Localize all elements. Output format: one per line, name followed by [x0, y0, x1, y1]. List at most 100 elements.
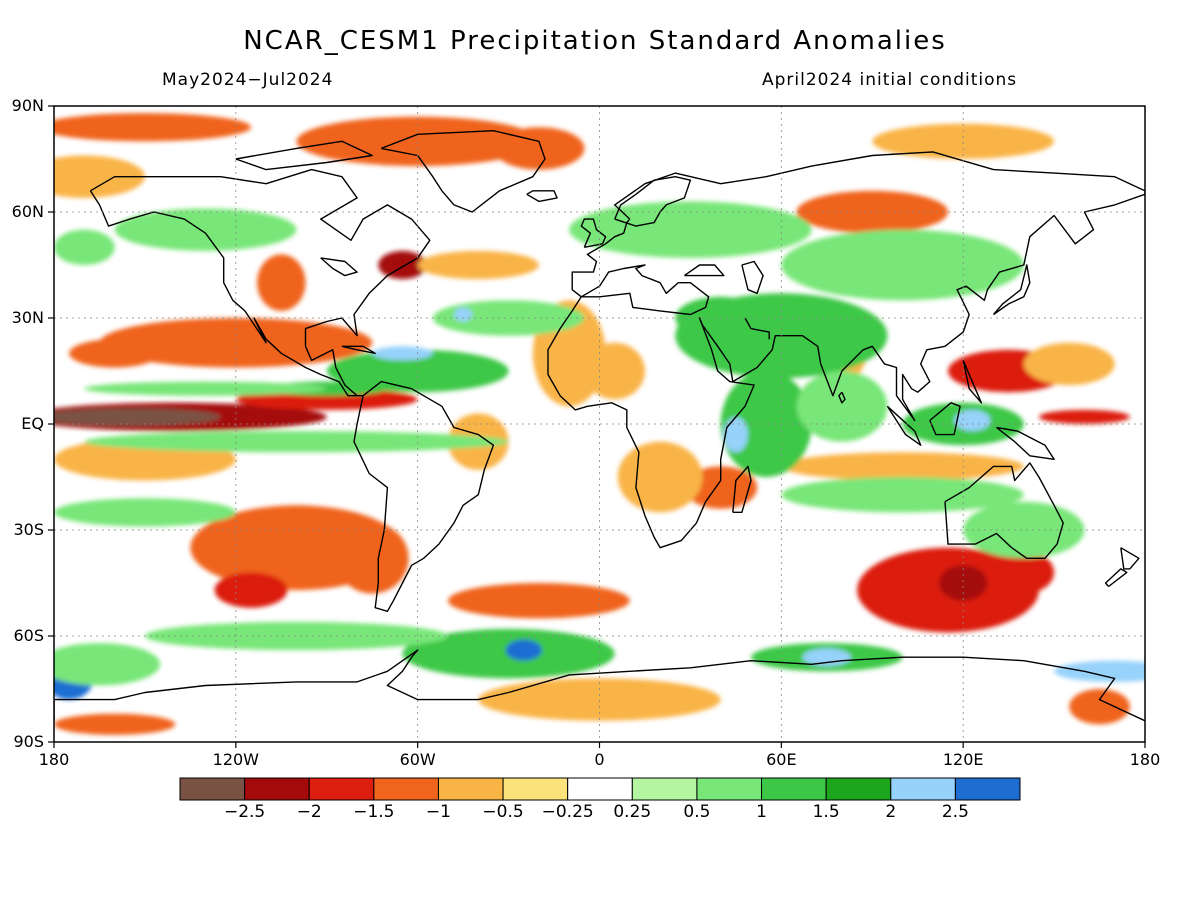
- anomaly-region-29: [478, 678, 721, 721]
- anomaly-region-27: [54, 713, 176, 735]
- anomaly-region-19: [335, 522, 409, 594]
- lat-label-3: EQ: [21, 414, 44, 433]
- colorbar-bin-9: [761, 777, 827, 801]
- axis-ticks: [48, 105, 1146, 748]
- lon-label-2: 60W: [399, 750, 436, 769]
- anomaly-region-30: [872, 123, 1055, 159]
- colorbar-bin-4: [437, 777, 504, 801]
- anomaly-region-58: [54, 498, 236, 527]
- anomaly-region-28: [1069, 689, 1130, 725]
- coastline-south-america: [353, 380, 495, 612]
- colorbar-bin-5: [502, 777, 569, 801]
- anomaly-region-9: [257, 254, 306, 311]
- coastline-eurasia-africa: [547, 151, 1145, 549]
- anomaly-region-4: [54, 113, 251, 142]
- coastline-new-zealand-s: [1104, 568, 1128, 588]
- colorbar-label-1: −2: [296, 802, 322, 822]
- anomaly-region-39: [720, 371, 812, 477]
- colorbar-bin-3: [373, 777, 439, 801]
- colorbar-label-9: 1.5: [812, 802, 840, 822]
- anomaly-region-14: [584, 342, 645, 400]
- colorbar-label-2: −1.5: [353, 802, 395, 822]
- coastline-new-zealand: [1120, 547, 1140, 570]
- colorbar-label-11: 2.5: [941, 802, 969, 822]
- coastline-north-america: [89, 168, 431, 397]
- colorbar-bin-10: [825, 777, 892, 801]
- colorbar-label-3: −1: [425, 802, 451, 822]
- coastline-sumatra: [886, 405, 922, 446]
- coastline-japan: [992, 264, 1031, 316]
- lon-label-4: 60E: [766, 750, 797, 769]
- anomaly-region-12: [1023, 342, 1115, 386]
- anomaly-region-35: [114, 208, 297, 251]
- coastline-antarctica: [54, 649, 1145, 722]
- anomaly-region-44: [84, 431, 509, 453]
- colorbar-label-6: 0.25: [613, 802, 652, 822]
- anomaly-region-32: [417, 250, 539, 280]
- colorbar-label-4: −0.5: [482, 802, 524, 822]
- anomaly-region-46: [372, 346, 433, 361]
- coastline-caspian: [741, 260, 764, 294]
- coastline-cuba: [341, 345, 376, 354]
- lon-label-5: 120E: [942, 750, 984, 769]
- coastline-arctic-islands: [235, 140, 373, 171]
- anomaly-region-3: [296, 116, 539, 167]
- anomaly-region-23: [993, 551, 1055, 594]
- anomaly-region-49: [454, 307, 473, 322]
- coastline-australia: [944, 462, 1064, 559]
- chart-subtitle-init: April2024 initial conditions: [762, 70, 1018, 90]
- anomaly-region-55: [1054, 660, 1145, 682]
- anomaly-region-10: [796, 190, 949, 234]
- coastline-philippines: [962, 360, 983, 404]
- coastline-scandinavia: [614, 175, 692, 227]
- anomaly-region-33: [1038, 409, 1130, 424]
- anomaly-region-51: [505, 639, 542, 661]
- anomaly-region-24: [447, 583, 630, 619]
- colorbar: [179, 777, 1021, 801]
- lon-label-0: 180: [38, 750, 70, 769]
- anomaly-region-60: [963, 501, 1085, 559]
- anomaly-region-41: [796, 371, 888, 442]
- lat-label-4: 30S: [13, 520, 44, 539]
- coastline-africa-madagascar: [732, 465, 752, 513]
- anomaly-region-8: [378, 250, 427, 280]
- lat-label-5: 60S: [13, 626, 44, 645]
- coastline-greenland: [381, 129, 546, 213]
- lon-label-6: 180: [1129, 750, 1161, 769]
- colorbar-bin-1: [244, 777, 310, 801]
- colorbar-label-7: 0.5: [683, 802, 711, 822]
- colorbar-label-8: 1: [756, 802, 767, 822]
- anomaly-region-57: [781, 477, 1024, 513]
- anomaly-region-6: [99, 318, 373, 368]
- anomaly-region-63: [84, 381, 327, 396]
- anomaly-region-20: [214, 572, 288, 608]
- anomaly-region-56: [54, 643, 161, 686]
- colorbar-bin-7: [631, 777, 698, 801]
- anomaly-region-48: [432, 300, 585, 336]
- coastline-new-guinea: [996, 426, 1055, 460]
- anomaly-region-16: [617, 441, 703, 513]
- coastline-great-lakes: [320, 257, 358, 277]
- anomaly-region-61: [781, 229, 1024, 301]
- anomaly-region-53: [802, 648, 852, 667]
- coastline-sri-lanka: [838, 391, 846, 404]
- colorbar-bin-12: [954, 777, 1021, 801]
- anomaly-region-34: [54, 229, 115, 265]
- colorbar-bin-8: [696, 777, 763, 801]
- coastline-arabia-gulf: [744, 317, 770, 340]
- colorbar-bin-2: [308, 777, 375, 801]
- colorbar-label-0: −2.5: [223, 802, 266, 822]
- colorbar-bin-6: [567, 777, 633, 801]
- lon-label-1: 120W: [212, 750, 259, 769]
- colorbar-label-5: −0.25: [541, 802, 594, 822]
- anomaly-fields: [54, 113, 1145, 735]
- lon-label-3: 0: [594, 750, 605, 769]
- lat-label-1: 60N: [11, 202, 44, 221]
- colorbar-label-10: 2: [885, 802, 897, 822]
- coastline-borneo: [929, 402, 961, 436]
- anomaly-region-1: [54, 408, 221, 426]
- colorbar-bin-11: [890, 777, 956, 801]
- anomaly-region-7: [69, 339, 161, 368]
- anomaly-region-40: [723, 416, 748, 453]
